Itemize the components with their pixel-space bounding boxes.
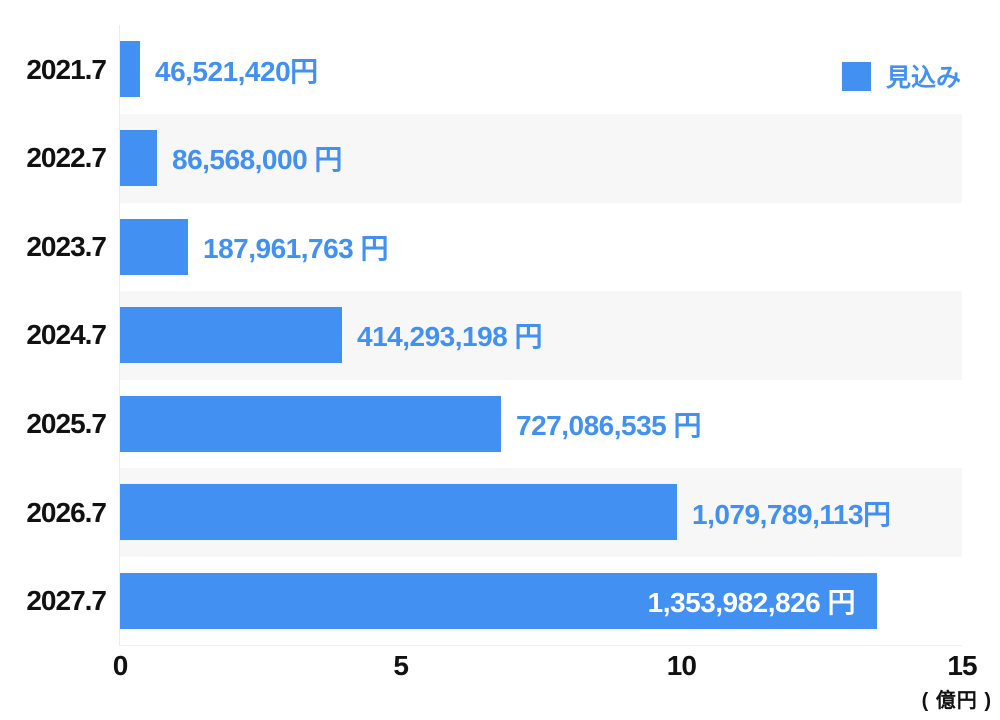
category-label: 2027.7 <box>26 585 107 617</box>
value-label: 46,521,420円 <box>155 55 318 87</box>
category-label: 2021.7 <box>26 53 107 85</box>
category-label: 2026.7 <box>26 496 107 528</box>
category-label: 2024.7 <box>26 319 107 351</box>
x-axis-line <box>120 645 962 646</box>
value-label: 1,353,982,826 円 <box>647 587 856 619</box>
row-stripe <box>120 113 962 203</box>
x-axis-tick-label: 10 <box>666 650 697 681</box>
value-label: 86,568,000 円 <box>172 144 342 176</box>
bar-segment <box>120 395 501 452</box>
bar-segment <box>120 41 140 98</box>
axis-unit-label: ( 億円 ) <box>921 690 992 712</box>
bar-segment <box>120 307 342 364</box>
bar-segment <box>120 484 677 541</box>
legend-swatch-icon <box>842 61 871 91</box>
x-axis-tick-label: 0 <box>112 650 129 681</box>
chart-row: 2024.7 414,293,198 円 <box>0 291 1000 380</box>
value-label: 727,086,535 円 <box>516 409 702 441</box>
chart-row: 2023.7 187,961,763 円 <box>0 203 1000 292</box>
category-label: 2025.7 <box>26 407 107 439</box>
value-label: 187,961,763 円 <box>203 232 389 264</box>
chart-row: 2025.7 727,086,535 円 <box>0 380 1000 469</box>
value-label: 1,079,789,113円 <box>692 498 891 530</box>
chart-row: 2021.7 46,521,420円 <box>0 25 1000 114</box>
chart-row: 2026.7 1,079,789,113円 <box>0 468 1000 557</box>
x-axis-tick-label: 5 <box>393 650 409 681</box>
category-label: 2023.7 <box>26 230 107 262</box>
x-axis-tick-label: 15 <box>947 650 977 681</box>
category-label: 2022.7 <box>26 142 107 174</box>
bar-segment <box>120 572 877 629</box>
legend: 見込み <box>842 58 961 94</box>
legend-label: 見込み <box>886 64 962 92</box>
chart-row: 2027.7 1,353,982,826 円 <box>0 557 1000 646</box>
chart-row: 2022.7 86,568,000 円 <box>0 113 1000 203</box>
bar-segment <box>120 218 188 275</box>
y-axis-line <box>119 25 120 646</box>
value-label: 414,293,198 円 <box>357 321 543 353</box>
bar-segment <box>120 129 157 186</box>
